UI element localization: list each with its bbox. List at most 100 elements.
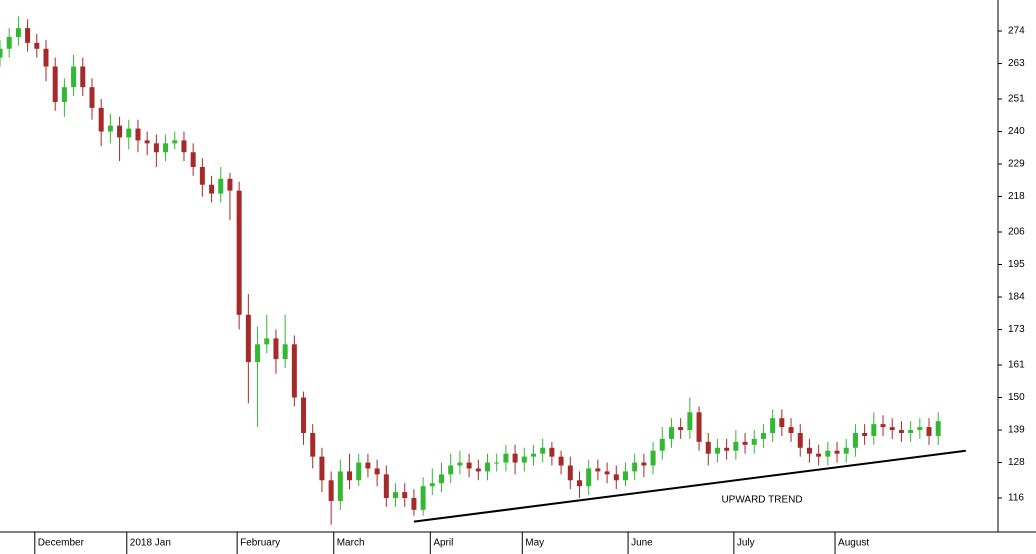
candle-body — [448, 465, 454, 475]
y-tick-label: 139 — [1008, 425, 1025, 436]
candle-body — [310, 432, 316, 457]
candle-body — [199, 166, 205, 185]
candle-body — [834, 450, 840, 454]
candle-body — [71, 66, 77, 88]
candle-body — [521, 456, 527, 463]
candle-body — [889, 427, 895, 431]
y-tick-label: 274 — [1008, 26, 1025, 37]
x-tick-label: 2018 Jan — [130, 538, 171, 549]
candle-body — [659, 438, 665, 451]
candle-body — [714, 447, 720, 454]
candle-body — [696, 412, 702, 442]
candle-body — [540, 447, 546, 454]
candle-body — [190, 152, 196, 167]
x-tick-label: December — [38, 538, 85, 549]
candle-body — [908, 430, 914, 433]
candle-body — [227, 178, 233, 191]
candle-body — [245, 314, 251, 363]
x-tick-label: August — [838, 538, 869, 549]
y-tick-label: 184 — [1008, 292, 1025, 303]
candle-body — [797, 432, 803, 448]
candle-body — [43, 48, 49, 67]
y-tick-label: 116 — [1008, 493, 1024, 504]
candle-body — [264, 338, 270, 345]
y-tick-label: 206 — [1008, 227, 1025, 238]
candle-body — [595, 468, 601, 472]
candle-body — [291, 344, 297, 398]
candle-body — [576, 480, 582, 487]
candle-body — [530, 453, 536, 457]
candle-body — [622, 471, 628, 481]
candle-body — [107, 125, 113, 132]
x-tick-label: March — [337, 538, 365, 549]
candle-body — [760, 432, 766, 439]
y-tick-label: 150 — [1008, 392, 1025, 403]
candle-body — [34, 42, 40, 49]
candle-body — [503, 453, 509, 463]
candle-body — [843, 447, 849, 454]
candle-body — [751, 438, 757, 445]
candle-body — [687, 412, 693, 431]
candle-body — [632, 462, 638, 472]
candle-body — [779, 418, 785, 428]
candle-body — [935, 421, 941, 436]
candle-body — [567, 465, 573, 481]
candle-body — [172, 140, 178, 144]
candle-body — [25, 28, 31, 43]
y-tick-label: 263 — [1008, 58, 1025, 69]
candle-body — [485, 462, 491, 472]
y-tick-label: 251 — [1008, 94, 1025, 105]
x-tick-label: June — [631, 538, 653, 549]
candle-body — [439, 474, 445, 484]
y-tick-label: 229 — [1008, 159, 1025, 170]
candle-body — [61, 87, 67, 102]
candle-body — [852, 432, 858, 448]
y-tick-label: 195 — [1008, 259, 1025, 270]
y-tick-label: 218 — [1008, 191, 1025, 202]
candle-body — [429, 483, 435, 487]
y-tick-label: 128 — [1008, 457, 1025, 468]
y-tick-label: 173 — [1008, 324, 1025, 335]
candle-body — [705, 441, 711, 454]
trend-line — [413, 449, 966, 523]
candle-body — [144, 140, 150, 144]
candle-body — [135, 128, 141, 141]
candle-body — [558, 456, 564, 466]
candle-body — [411, 498, 417, 510]
candle-body — [475, 468, 481, 472]
candle-body — [282, 344, 288, 360]
candle-body — [15, 28, 21, 37]
candle-body — [641, 462, 647, 466]
y-tick-label: 240 — [1008, 126, 1025, 137]
candle-body — [898, 430, 904, 433]
candle-body — [365, 462, 371, 469]
candle-body — [678, 427, 684, 431]
candle-body — [862, 432, 868, 436]
candle-body — [816, 453, 822, 457]
candle-body — [420, 486, 426, 510]
candle-body — [273, 338, 279, 360]
candle-body — [6, 36, 12, 49]
candle-body — [89, 87, 95, 108]
y-tick-label: 161 — [1008, 360, 1025, 371]
candle-body — [586, 468, 592, 487]
candle-body — [733, 441, 739, 451]
candle-body — [383, 474, 389, 499]
candle-body — [549, 447, 555, 457]
candle-body — [724, 447, 730, 451]
candle-body — [301, 397, 307, 433]
candle-body — [374, 468, 380, 475]
candle-body — [825, 450, 831, 457]
candle-body — [126, 128, 132, 138]
candle-body — [117, 125, 123, 138]
candle-body — [319, 456, 325, 481]
candle-body — [0, 48, 3, 58]
candle-body — [153, 143, 159, 153]
candle-body — [466, 462, 472, 469]
candle-body — [337, 471, 343, 501]
x-tick-label: July — [737, 538, 755, 549]
candle-body — [917, 427, 923, 431]
candle-body — [613, 474, 619, 481]
